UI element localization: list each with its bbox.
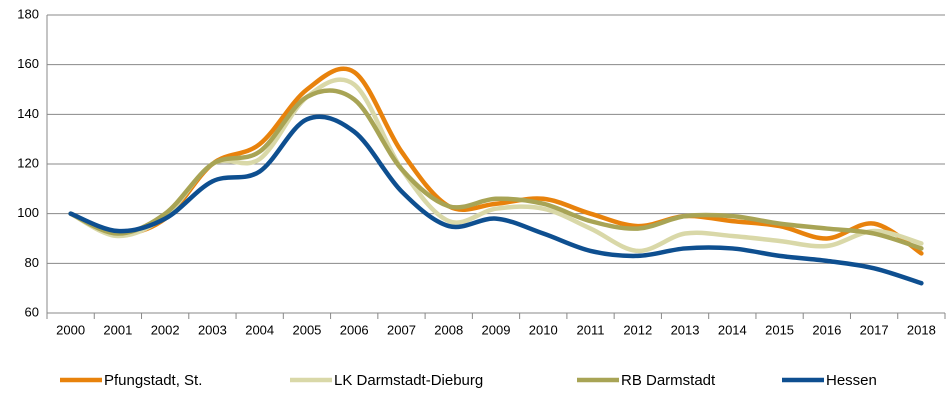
x-tick-label: 2008 (434, 322, 463, 337)
y-tick-label: 60 (25, 304, 39, 319)
x-tick-label: 2010 (529, 322, 558, 337)
x-tick-label: 2009 (482, 322, 511, 337)
y-tick-label: 140 (17, 106, 39, 121)
x-tick-label: 2003 (198, 322, 227, 337)
y-tick-label: 180 (17, 6, 39, 21)
x-tick-label: 2011 (577, 322, 605, 337)
y-tick-label: 160 (17, 56, 39, 71)
series-line (68, 114, 924, 286)
y-tick-label: 80 (25, 255, 39, 270)
series-line (68, 88, 924, 251)
x-tick-label: 2017 (860, 322, 889, 337)
x-tick-label: 2001 (103, 322, 132, 337)
x-tick-label: 2014 (718, 322, 747, 337)
legend-label: Hessen (826, 372, 877, 389)
x-tick-label: 2005 (292, 322, 321, 337)
x-tick-label: 2006 (340, 322, 369, 337)
x-tick-label: 2013 (671, 322, 700, 337)
legend-label: Pfungstadt, St. (104, 372, 202, 389)
x-tick-label: 2012 (623, 322, 652, 337)
x-tick-label: 2002 (151, 322, 180, 337)
x-tick-label: 2000 (56, 322, 85, 337)
y-tick-label: 100 (17, 205, 39, 220)
x-tick-label: 2018 (907, 322, 936, 337)
legend-label: RB Darmstadt (621, 372, 716, 389)
y-tick-label: 120 (17, 155, 39, 170)
x-tick-label: 2004 (245, 322, 274, 337)
x-tick-label: 2007 (387, 322, 416, 337)
x-tick-label: 2016 (812, 322, 841, 337)
x-tick-label: 2015 (765, 322, 794, 337)
legend-label: LK Darmstadt-Dieburg (334, 372, 483, 389)
